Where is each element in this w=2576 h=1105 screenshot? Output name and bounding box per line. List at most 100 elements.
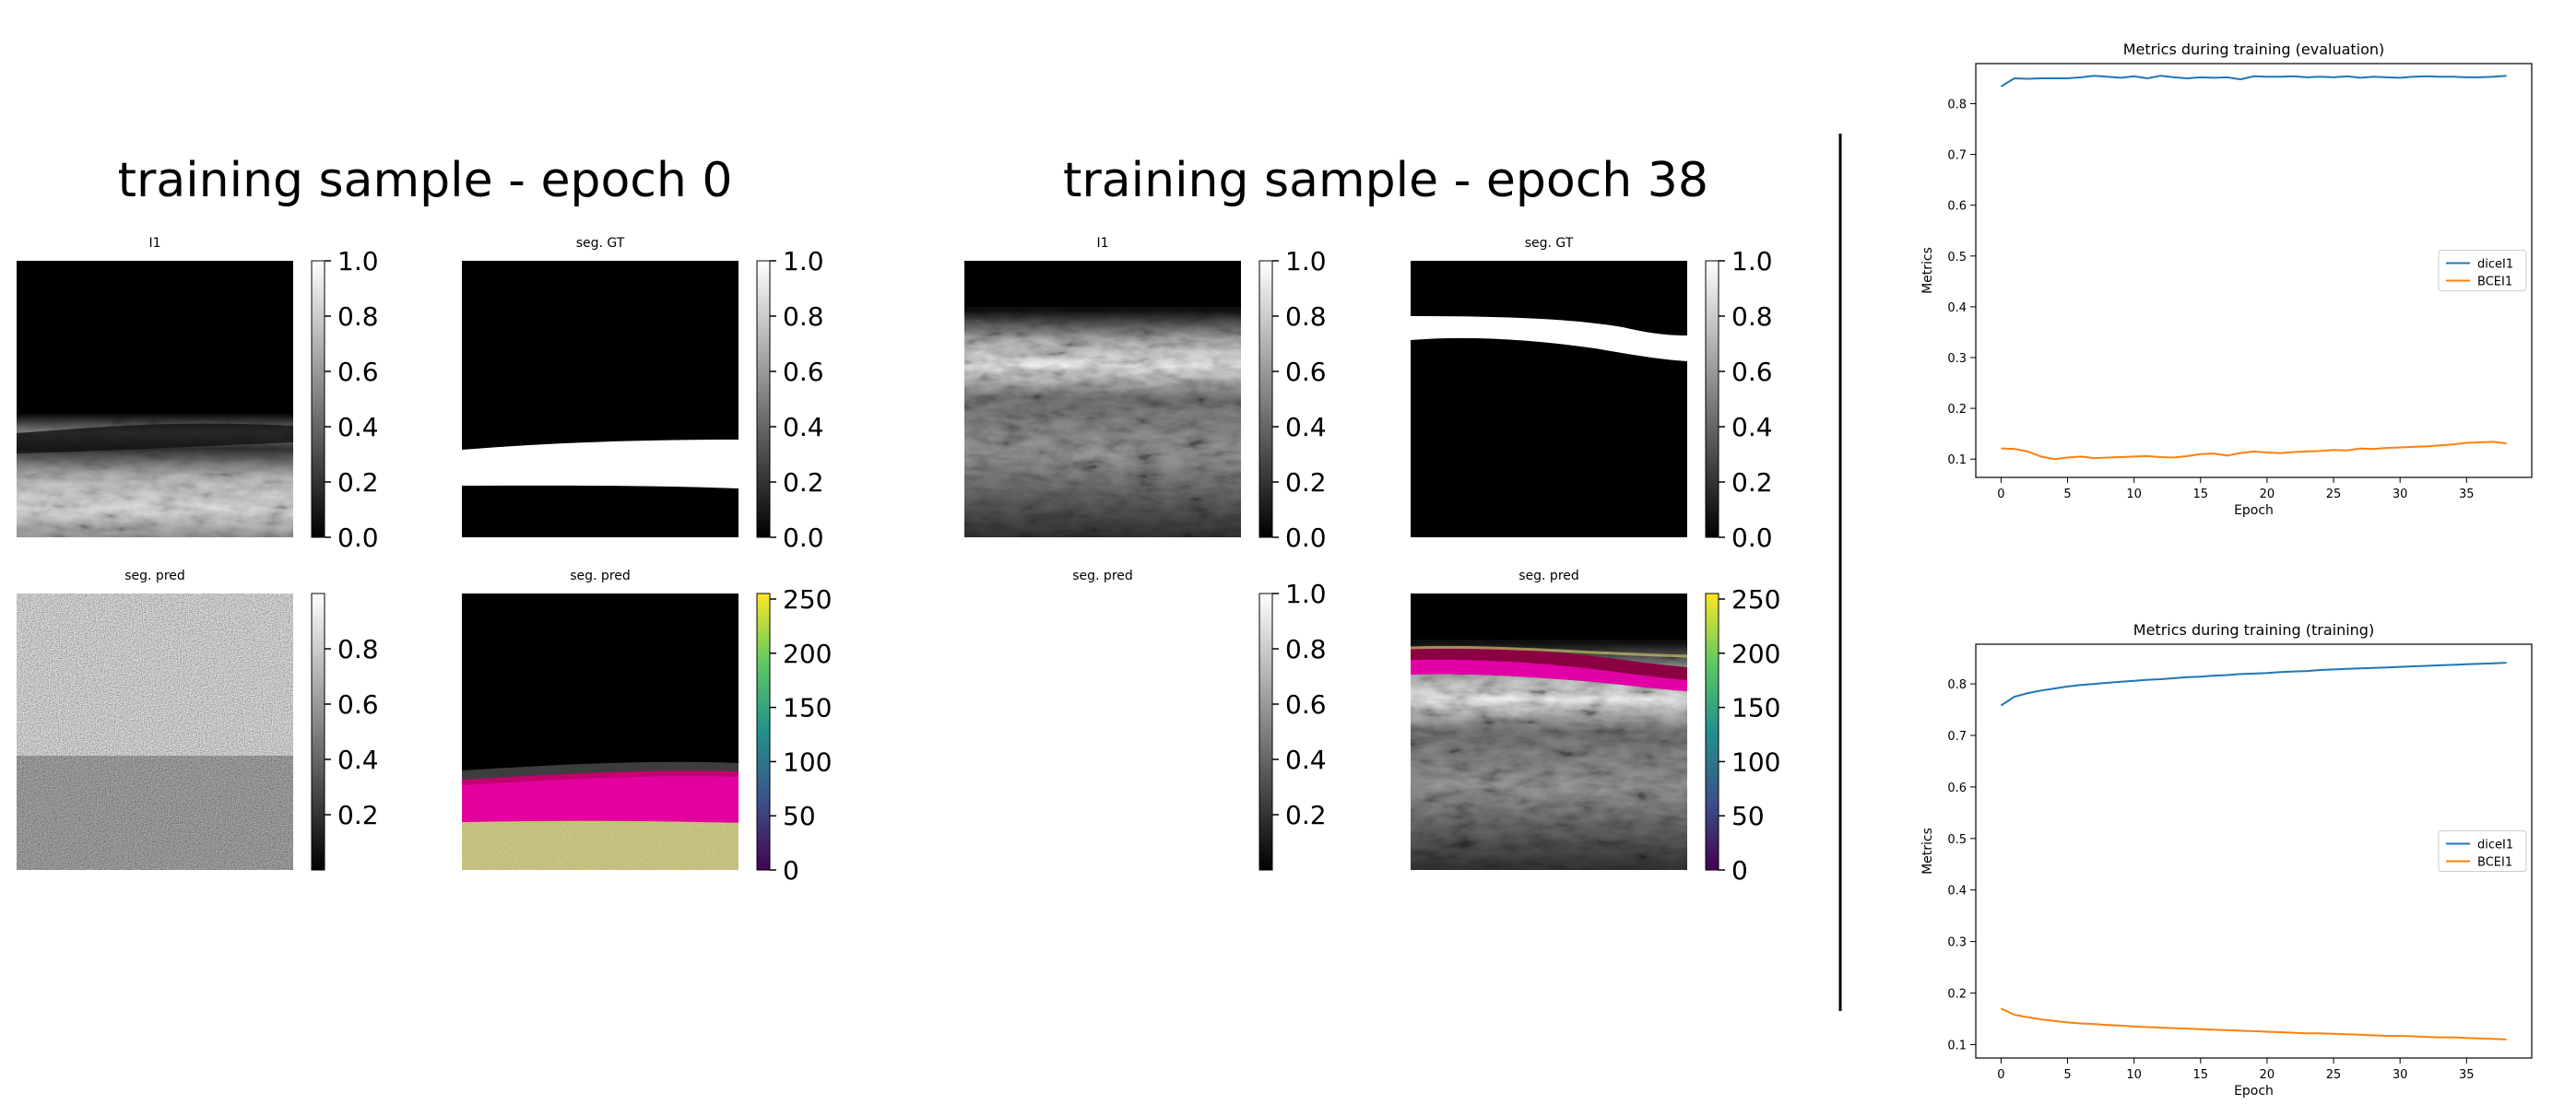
x-tick-label: 10 [2126,1068,2142,1082]
epoch0-pred-colorbar [311,593,325,871]
legend-label: BCEI1 [2477,856,2512,870]
colorbar-tick-label: 0.6 [337,689,379,720]
series-line-diceI1 [2000,662,2507,707]
colorbar-tick-label: 1.0 [1285,246,1327,276]
chart-title: Metrics during training (training) [2133,621,2374,639]
y-tick-label: 0.3 [1947,352,1967,366]
colorbar-tick-label: 0.2 [1285,800,1327,830]
legend-label: BCEI1 [2477,276,2512,289]
y-tick-label: 0.6 [1947,200,1967,214]
epoch38-i1-title: I1 [1096,236,1108,251]
epoch38-gt-image [1411,261,1687,537]
colorbar-tick-label: 150 [783,693,832,723]
epoch0-pred-title: seg. pred [124,569,185,583]
x-tick-label: 15 [2193,488,2209,501]
legend-label: diceI1 [2477,258,2513,272]
x-tick-label: 20 [2260,488,2275,501]
colorbar-tick-label: 250 [783,584,832,615]
colorbar-tick-label: 0.4 [1285,412,1327,442]
colorbar-tick-label: 0.0 [337,523,379,553]
colorbar-tick-label: 1.0 [337,246,379,276]
chart-legend: diceI1 BCEI1 [2438,830,2527,872]
colorbar-tick-label: 0 [783,855,799,886]
x-tick-label: 25 [2326,488,2342,501]
epoch38-pred-colorbar [1258,593,1273,871]
colorbar-tick-label: 0 [1731,855,1748,886]
epoch38-pred-image [964,594,1241,870]
x-tick-label: 25 [2326,1068,2342,1082]
colorbar-tick-label: 0.8 [337,301,379,332]
epoch0-overlay-image [462,594,739,870]
colorbar-tick-label: 0.8 [337,634,379,664]
x-tick-label: 35 [2459,488,2475,501]
colorbar-tick-label: 1.0 [1285,579,1327,609]
metrics-charts: Metrics during training (evaluation) 0 5 10… [1920,41,2533,1099]
x-tick-label: 20 [2260,1068,2275,1082]
colorbar-tick-label: 0.2 [337,467,379,498]
y-axis-label: Metrics [1920,247,1935,294]
y-tick-label: 0.8 [1947,99,1967,112]
y-tick-label: 0.8 [1947,678,1967,692]
colorbar-tick-label: 0.4 [783,412,824,442]
epoch0-i1-colorbar [311,260,325,538]
epoch38-overlay-title: seg. pred [1518,569,1579,583]
epoch0-overlay-colorbar [756,593,771,871]
epoch0-i1-image [17,261,293,537]
y-tick-label: 0.4 [1947,301,1967,315]
series-line-BCEI1 [2000,1007,2507,1040]
y-tick-label: 0.5 [1947,833,1967,847]
colorbar-tick-label: 0.2 [337,800,379,830]
x-tick-label: 0 [1997,488,2004,501]
colorbar-tick-label: 0.0 [1731,523,1773,553]
x-axis-label: Epoch [2234,1084,2274,1099]
colorbar-tick-label: 150 [1731,693,1780,723]
epoch0-gt-image [462,261,739,537]
epoch0-overlay-title: seg. pred [570,569,631,583]
x-axis-label: Epoch [2234,503,2274,518]
metrics-chart-0: Metrics during training (evaluation) 0 5 10… [1920,41,2533,518]
colorbar-tick-label: 250 [1731,584,1780,615]
colorbar-tick-label: 0.8 [1285,634,1327,664]
x-tick-label: 0 [1997,1068,2004,1082]
chart-frame [1975,643,2533,1059]
y-axis-label: Metrics [1920,828,1935,875]
epoch38-i1-image [964,261,1241,537]
colorbar-tick-label: 0.8 [783,301,824,332]
epoch38-overlay-image [1410,594,1688,870]
x-tick-label: 10 [2126,488,2142,501]
colorbar-tick-label: 0.6 [1285,689,1327,720]
y-tick-label: 0.5 [1947,251,1967,264]
y-tick-label: 0.7 [1947,730,1967,744]
colorbar-tick-label: 0.6 [337,357,379,387]
colorbar-tick-label: 0.6 [1731,357,1773,387]
colorbar-tick-label: 1.0 [783,246,824,276]
chart-legend: diceI1 BCEI1 [2438,250,2527,291]
colorbar-tick-label: 50 [1731,801,1765,831]
epoch38-title: training sample - epoch 38 [1063,153,1708,208]
colorbar-tick-label: 200 [783,639,832,669]
colorbar-tick-label: 0.4 [337,412,379,442]
epoch0-pred-image [17,594,293,870]
colorbar-ticks: 1.0 0.8 0.6 0.4 0.2 0.0 1.0 0.8 0.6 0.4 0.2 0.0 0.8 0… [325,246,1780,886]
colorbar-tick-label: 0.4 [337,745,379,775]
colorbar-tick-label: 1.0 [1731,246,1773,276]
epoch0-i1-title: I1 [148,236,160,251]
y-tick-label: 0.2 [1947,988,1967,1002]
colorbar-tick-label: 0.0 [1285,523,1327,553]
y-tick-label: 0.1 [1947,453,1967,467]
colorbar-tick-label: 0.6 [1285,357,1327,387]
colorbar-tick-label: 0.0 [783,523,824,553]
x-tick-label: 30 [2393,1068,2408,1082]
colorbar-tick-label: 0.2 [1731,467,1773,498]
x-tick-label: 35 [2459,1068,2475,1082]
epoch0-gt-colorbar [756,260,771,538]
y-tick-label: 0.7 [1947,149,1967,163]
epoch0-title: training sample - epoch 0 [118,153,733,208]
epoch38-gt-title: seg. GT [1525,236,1574,251]
colorbar-tick-label: 0.8 [1285,301,1327,332]
series-line-BCEI1 [2001,441,2507,461]
colorbar-tick-label: 0.2 [1285,467,1327,498]
colorbar-tick-label: 0.4 [1731,412,1773,442]
epoch38-pred-title: seg. pred [1072,569,1133,583]
